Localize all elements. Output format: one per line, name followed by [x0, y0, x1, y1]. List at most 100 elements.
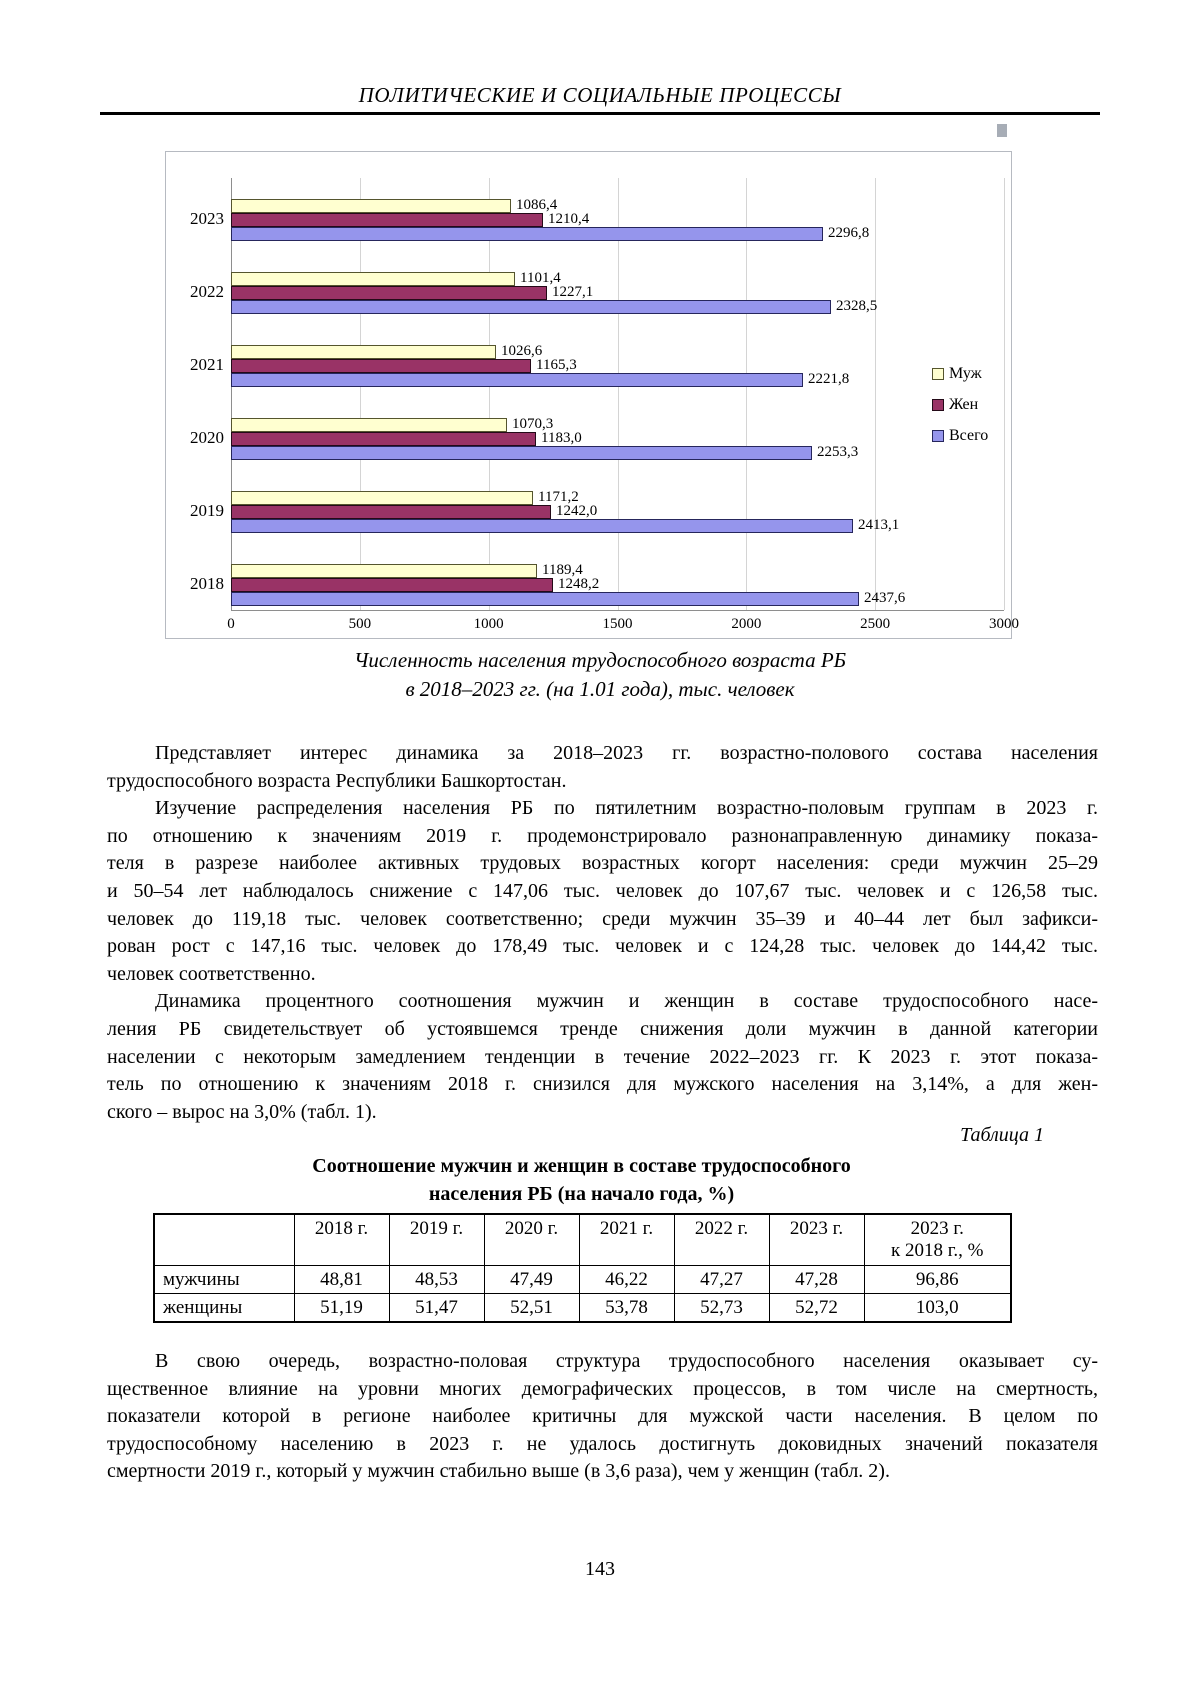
bar-women-2022: [231, 286, 547, 300]
legend-label-total: Всего: [949, 426, 989, 444]
table-cell-мужчины-4: 47,27: [673, 1265, 770, 1294]
x-tick-0: 0: [227, 616, 235, 632]
text-line: В свою очередь, возрастно-половая структ…: [155, 1350, 1098, 1372]
table-cell-женщины-0: 51,19: [293, 1293, 390, 1323]
chart-legend: Муж Жен Всего: [932, 358, 988, 451]
page-number: 143: [585, 1558, 615, 1580]
legend-swatch-women: [932, 398, 944, 411]
chart-plot-area: 1086,4 1210,4 2296,8 1101,4 1227,1 2328,5 1026…: [231, 152, 1005, 611]
bar-men-2019: [231, 491, 533, 505]
category-label-2021: 2021: [190, 355, 224, 374]
x-tick-2500: 2500: [860, 616, 891, 632]
table-cell-мужчины-5: 47,28: [768, 1265, 865, 1294]
legend-swatch-total: [932, 429, 944, 442]
text-line: по отношению к значениям 2019 г. продемо…: [107, 824, 1098, 847]
chart-caption: Численность населения трудоспособного во…: [100, 646, 1100, 704]
x-tick-500: 500: [348, 616, 372, 632]
text-line: щественное влияние на уровни многих демо…: [107, 1377, 1098, 1400]
category-label-2023: 2023: [190, 209, 224, 228]
table-cell-женщины-6: 103,0: [863, 1293, 1012, 1323]
table-header-cell-1: 2018 г.: [293, 1213, 390, 1266]
legend-label-women: Жен: [949, 395, 979, 413]
bar-total-2020: [231, 446, 812, 460]
category-label-2018: 2018: [190, 574, 224, 593]
bar-men-2021: [231, 345, 496, 359]
bar-value-total-2019: 2413,1: [858, 517, 900, 533]
bar-total-2018: [231, 592, 859, 606]
table-cell-женщины-3: 53,78: [578, 1293, 675, 1323]
text-line: Изучение распределения населения РБ по п…: [155, 797, 1098, 820]
table-title: Соотношение мужчин и женщин в составе тр…: [153, 1152, 1010, 1208]
table-cell-мужчины-3: 46,22: [578, 1265, 675, 1294]
table-row-label: мужчины: [153, 1265, 295, 1294]
category-label-2020: 2020: [190, 428, 224, 447]
bar-men-2018: [231, 564, 537, 578]
text-line: человек соответственно.: [107, 962, 316, 985]
table-header-cell-3: 2020 г.: [483, 1213, 580, 1266]
table-cell-женщины-1: 51,47: [388, 1293, 485, 1323]
bar-value-women-2022: 1227,1: [552, 284, 594, 300]
bar-women-2023: [231, 213, 543, 227]
bar-women-2018: [231, 578, 553, 592]
bar-women-2021: [231, 359, 531, 373]
scrollbar-fragment: [997, 124, 1007, 137]
bar-value-men-2019: 1171,2: [538, 489, 579, 505]
gridline-1000: [489, 178, 490, 610]
sex-ratio-table: 2018 г. 2019 г. 2020 г. 2021 г. 2022 г. 2023 …: [153, 1213, 1012, 1323]
population-bar-chart: 1086,4 1210,4 2296,8 1101,4 1227,1 2328,5 1026…: [165, 151, 1019, 639]
table-row-label: женщины: [153, 1293, 295, 1323]
bar-total-2019: [231, 519, 853, 533]
table-header-cell-2: 2019 г.: [388, 1213, 485, 1266]
x-tick-3000: 3000: [989, 616, 1019, 632]
body-text-after-table: В свою очередь, возрастно-половая структ…: [107, 1348, 1098, 1486]
legend-label-men: Муж: [949, 364, 982, 382]
text-line: теля в разрезе наиболее активных трудовы…: [107, 852, 1098, 875]
bar-value-total-2018: 2437,6: [864, 590, 906, 606]
chart-caption-line2: в 2018–2023 гг. (на 1.01 года), тыс. чел…: [405, 677, 795, 701]
category-label-2019: 2019: [190, 501, 224, 520]
running-head: ПОЛИТИЧЕСКИЕ И СОЦИАЛЬНЫЕ ПРОЦЕССЫ: [358, 83, 842, 107]
bar-total-2022: [231, 300, 831, 314]
table-label: Таблица 1: [960, 1124, 1044, 1146]
bar-value-men-2021: 1026,6: [501, 343, 543, 359]
bar-value-women-2020: 1183,0: [541, 430, 582, 446]
table-cell-мужчины-2: 47,49: [483, 1265, 580, 1294]
gridline-2500: [875, 178, 876, 610]
text-line: рован рост с 147,16 тыс. человек до 178,…: [107, 935, 1098, 958]
bar-value-men-2023: 1086,4: [516, 197, 558, 213]
table-header-cell-7: 2023 г. к 2018 г., %: [863, 1213, 1012, 1266]
text-line: Представляет интерес динамика за 2018–20…: [155, 742, 1098, 764]
text-line: тель по отношению к значениям 2018 г. сн…: [107, 1073, 1098, 1096]
table-header-row: 2018 г. 2019 г. 2020 г. 2021 г. 2022 г. 2023 …: [153, 1213, 1012, 1266]
x-tick-2000: 2000: [731, 616, 762, 632]
text-line: ского – вырос на 3,0% (табл. 1).: [107, 1100, 377, 1123]
table-cell-женщины-2: 52,51: [483, 1293, 580, 1323]
table-row-мужчины: мужчины 48,81 48,53 47,49 46,22 47,27 47,28 96,…: [153, 1265, 1012, 1294]
table-cell-женщины-4: 52,73: [673, 1293, 770, 1323]
bar-value-men-2022: 1101,4: [520, 270, 561, 286]
text-line: и 50–54 лет наблюдалось снижение с 147,0…: [107, 879, 1098, 902]
table-title-line2: населения РБ (на начало года, %): [428, 1183, 735, 1205]
gridline-0: [231, 178, 232, 610]
legend-swatch-men: [932, 367, 944, 380]
table-header-cell-4: 2021 г.: [578, 1213, 675, 1266]
legend-item-men: Муж: [932, 358, 988, 389]
table-header-cell-6: 2023 г.: [768, 1213, 865, 1266]
bar-men-2020: [231, 418, 507, 432]
bar-value-total-2020: 2253,3: [817, 444, 859, 460]
bar-value-women-2021: 1165,3: [536, 357, 577, 373]
body-text-before-table: Представляет интерес динамика за 2018–20…: [107, 740, 1098, 1126]
bar-value-total-2022: 2328,5: [836, 298, 878, 314]
header-rule: [100, 112, 1100, 115]
bar-value-women-2018: 1248,2: [558, 576, 600, 592]
bar-men-2022: [231, 272, 515, 286]
gridline-2000: [746, 178, 747, 610]
text-line: трудоспособному населению в 2023 г. не у…: [107, 1432, 1098, 1455]
bar-women-2020: [231, 432, 536, 446]
bar-value-men-2020: 1070,3: [512, 416, 554, 432]
text-line: трудоспособного возраста Республики Башк…: [107, 769, 567, 792]
x-axis-line: [231, 610, 1004, 611]
bar-total-2021: [231, 373, 803, 387]
table-header-cell-0: [153, 1213, 295, 1266]
table-cell-мужчины-1: 48,53: [388, 1265, 485, 1294]
